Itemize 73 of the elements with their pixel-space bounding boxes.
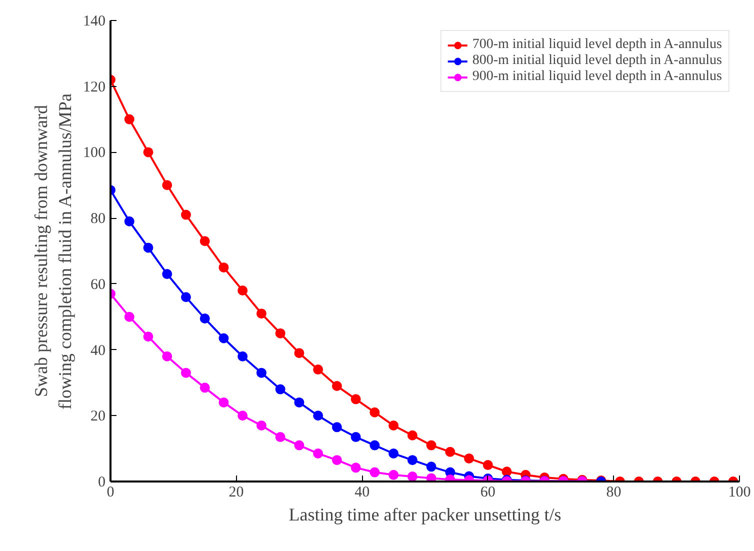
- point: [124, 216, 134, 226]
- point: [218, 262, 229, 272]
- point: [256, 420, 266, 431]
- point: [350, 394, 361, 404]
- x-axis-title: Lasting time after packer unsetting t/s: [288, 504, 562, 524]
- point: [143, 242, 154, 253]
- point: [200, 314, 210, 324]
- point: [502, 466, 512, 477]
- point: [238, 351, 248, 362]
- x-tick-label: 40: [354, 484, 370, 500]
- point: [388, 448, 399, 458]
- point: [218, 333, 229, 344]
- point: [445, 446, 456, 457]
- x-tick-label: 20: [228, 484, 244, 500]
- point: [426, 462, 436, 472]
- y-tick-label: 0: [98, 474, 106, 490]
- point: [313, 448, 324, 458]
- point: [426, 440, 436, 450]
- x-tick-label: 100: [728, 484, 751, 500]
- point: [200, 382, 210, 393]
- point: [275, 432, 286, 442]
- point: [238, 286, 248, 296]
- y-tick-label: 20: [90, 408, 106, 425]
- y-tick-label: 100: [83, 145, 106, 162]
- point: [332, 381, 342, 391]
- point: [162, 180, 172, 190]
- point: [370, 440, 380, 450]
- y-tick-label: 120: [83, 79, 106, 96]
- point: [332, 422, 342, 432]
- y-tick-label: 140: [83, 14, 106, 30]
- y-tick-label: 60: [90, 276, 106, 293]
- point: [370, 407, 380, 418]
- point: [370, 467, 380, 478]
- point: [180, 210, 191, 220]
- point: [464, 453, 474, 464]
- point: [275, 328, 286, 338]
- point: [350, 462, 361, 473]
- point: [388, 470, 399, 480]
- point: [238, 410, 248, 421]
- point: [200, 236, 210, 246]
- x-tick-label: 80: [606, 484, 622, 500]
- legend-label: 700-m initial liquid level depth in A-annulus: [472, 37, 722, 53]
- point: [294, 348, 304, 358]
- point: [124, 114, 134, 124]
- point: [332, 455, 342, 466]
- point: [143, 332, 154, 342]
- point: [256, 368, 266, 378]
- x-tick-label: 60: [480, 484, 496, 500]
- point: [124, 312, 134, 322]
- point: [275, 384, 286, 394]
- point: [313, 410, 324, 421]
- legend-label: 800-m initial liquid level depth in A-annulus: [472, 53, 722, 69]
- point: [350, 432, 361, 442]
- point: [294, 440, 304, 450]
- y-axis-title: Swab pressure resulting from downward flowing completion fluid in A-annulus/MPa: [31, 94, 75, 410]
- point: [256, 308, 266, 319]
- point: [162, 269, 172, 280]
- point: [407, 472, 418, 482]
- point: [143, 147, 154, 158]
- point: [180, 292, 191, 302]
- point: [218, 397, 229, 408]
- point: [388, 420, 399, 431]
- point: [426, 473, 436, 482]
- point: [407, 455, 418, 466]
- point: [482, 460, 493, 470]
- point: [294, 397, 304, 408]
- point: [162, 351, 172, 362]
- y-tick-label: 80: [90, 211, 106, 228]
- legend-label: 900-m initial liquid level depth in A-annulus: [472, 69, 722, 85]
- point: [313, 364, 324, 375]
- y-tick-label: 40: [90, 342, 106, 359]
- point: [180, 368, 191, 378]
- point: [407, 430, 418, 440]
